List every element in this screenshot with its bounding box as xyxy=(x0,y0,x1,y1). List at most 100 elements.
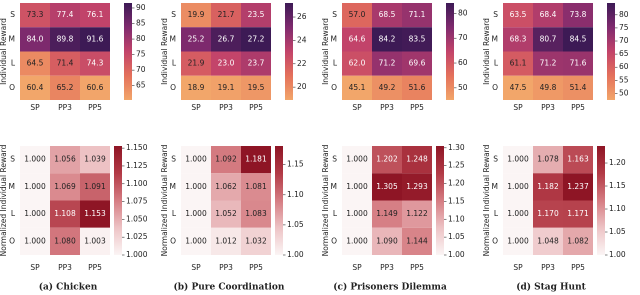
heatmap-cell xyxy=(372,3,402,28)
heatmap-cell xyxy=(503,173,533,201)
heatmap-cell xyxy=(211,51,241,76)
colorbar xyxy=(607,3,615,100)
cell-label: 1.182 xyxy=(537,182,559,191)
heatmap-cell xyxy=(563,146,593,174)
heatmap-cell xyxy=(211,173,241,201)
heatmap-cell xyxy=(533,75,563,100)
cell-label: 68.5 xyxy=(379,10,396,19)
colorbar-tick-label: 26 xyxy=(297,12,307,21)
y-tick-label: S xyxy=(332,155,337,164)
cell-label: 23.7 xyxy=(248,59,265,68)
colorbar-tick-label: 1.30 xyxy=(448,143,465,152)
heatmap-cell xyxy=(20,75,50,100)
cell-label: 25.2 xyxy=(188,34,205,43)
cell-label: 23.5 xyxy=(248,10,265,19)
caption: (d) Stag Hunt xyxy=(516,282,586,293)
cell-label: 1.062 xyxy=(215,182,237,191)
cell-label: 69.6 xyxy=(409,59,426,68)
x-tick-label: SP xyxy=(191,263,201,272)
cell-label: 1.032 xyxy=(245,236,267,245)
cell-label: 68.4 xyxy=(540,10,557,19)
x-tick-label: PP3 xyxy=(58,103,72,112)
cell-label: 71.2 xyxy=(540,59,557,68)
colorbar xyxy=(114,146,122,255)
colorbar-tick-label: 1.15 xyxy=(609,181,626,190)
heatmap-cell xyxy=(20,227,50,255)
y-tick-label: L xyxy=(172,59,177,68)
colorbar-tick-label: 1.100 xyxy=(126,179,148,188)
cell-label: 19.1 xyxy=(218,83,235,92)
x-tick-label: SP xyxy=(191,103,201,112)
cell-label: 1.000 xyxy=(346,155,368,164)
heatmap-cell xyxy=(20,146,50,174)
y-axis-label: Individual Reward xyxy=(321,18,330,85)
y-tick-label: S xyxy=(493,10,498,19)
cell-label: 1.069 xyxy=(54,182,76,191)
y-tick-label: L xyxy=(11,59,16,68)
heatmap-cell xyxy=(563,51,593,76)
heatmap-cell xyxy=(533,200,563,228)
y-tick-label: O xyxy=(492,83,498,92)
y-tick-label: L xyxy=(333,59,338,68)
cell-label: 27.2 xyxy=(248,34,265,43)
x-tick-label: PP5 xyxy=(571,103,585,112)
x-tick-label: PP3 xyxy=(541,103,555,112)
cell-label: 1.000 xyxy=(346,209,368,218)
cell-label: 1.081 xyxy=(245,182,267,191)
cell-label: 71.1 xyxy=(409,10,426,19)
colorbar-tick-label: 1.000 xyxy=(126,250,148,259)
colorbar-tick-label: 1.150 xyxy=(126,143,148,152)
x-tick-label: PP3 xyxy=(58,263,72,272)
heatmap-cell xyxy=(211,3,241,28)
colorbar-tick-label: 1.00 xyxy=(287,250,304,259)
heatmap-cell xyxy=(503,3,533,28)
heatmap-cell xyxy=(533,27,563,52)
y-tick-label: O xyxy=(170,236,176,245)
colorbar-tick-label: 70 xyxy=(619,36,629,45)
heatmap-cell xyxy=(402,75,432,100)
heatmap-cell xyxy=(402,27,432,52)
y-tick-label: L xyxy=(494,209,499,218)
cell-label: 21.7 xyxy=(218,10,235,19)
heatmap-cell xyxy=(80,27,110,52)
heatmap-cell xyxy=(372,200,402,228)
heatmap-cell xyxy=(402,3,432,28)
cell-label: 1.052 xyxy=(215,209,237,218)
heatmap-cell xyxy=(211,227,241,255)
y-axis-label: Normalized Individual Reward xyxy=(321,144,330,256)
heatmap-cell xyxy=(342,200,372,228)
x-tick-label: SP xyxy=(513,103,523,112)
colorbar-tick-label: 75 xyxy=(619,23,629,32)
cell-label: 51.4 xyxy=(570,83,587,92)
cell-label: 80.7 xyxy=(540,34,557,43)
cell-label: 84.5 xyxy=(570,34,587,43)
cell-label: 1.108 xyxy=(54,209,76,218)
cell-label: 1.080 xyxy=(54,236,76,245)
heatmap-cell xyxy=(342,173,372,201)
heatmap-cell xyxy=(80,3,110,28)
heatmap-cell xyxy=(372,75,402,100)
heatmap-cell xyxy=(563,227,593,255)
colorbar-tick-label: 1.15 xyxy=(448,196,465,205)
cell-label: 1.202 xyxy=(376,155,398,164)
cell-label: 71.2 xyxy=(379,59,396,68)
cell-label: 60.4 xyxy=(27,83,44,92)
caption: (a) Chicken xyxy=(39,282,98,293)
y-tick-label: S xyxy=(171,10,176,19)
cell-label: 18.9 xyxy=(188,83,205,92)
heatmap-cell xyxy=(50,27,80,52)
heatmap-cell xyxy=(241,3,271,28)
colorbar-tick-label: 1.05 xyxy=(448,232,465,241)
colorbar-tick-label: 60 xyxy=(619,62,629,71)
cell-label: 1.293 xyxy=(406,182,428,191)
y-tick-label: M xyxy=(170,182,176,191)
heatmap-cell xyxy=(50,200,80,228)
heatmap-cell xyxy=(211,27,241,52)
colorbar xyxy=(446,3,454,100)
cell-label: 1.149 xyxy=(376,209,398,218)
x-tick-label: PP5 xyxy=(249,103,263,112)
colorbar-tick-label: 22 xyxy=(297,59,307,68)
cell-label: 1.000 xyxy=(346,182,368,191)
heatmap-cell xyxy=(80,146,110,174)
x-tick-label: SP xyxy=(30,103,40,112)
